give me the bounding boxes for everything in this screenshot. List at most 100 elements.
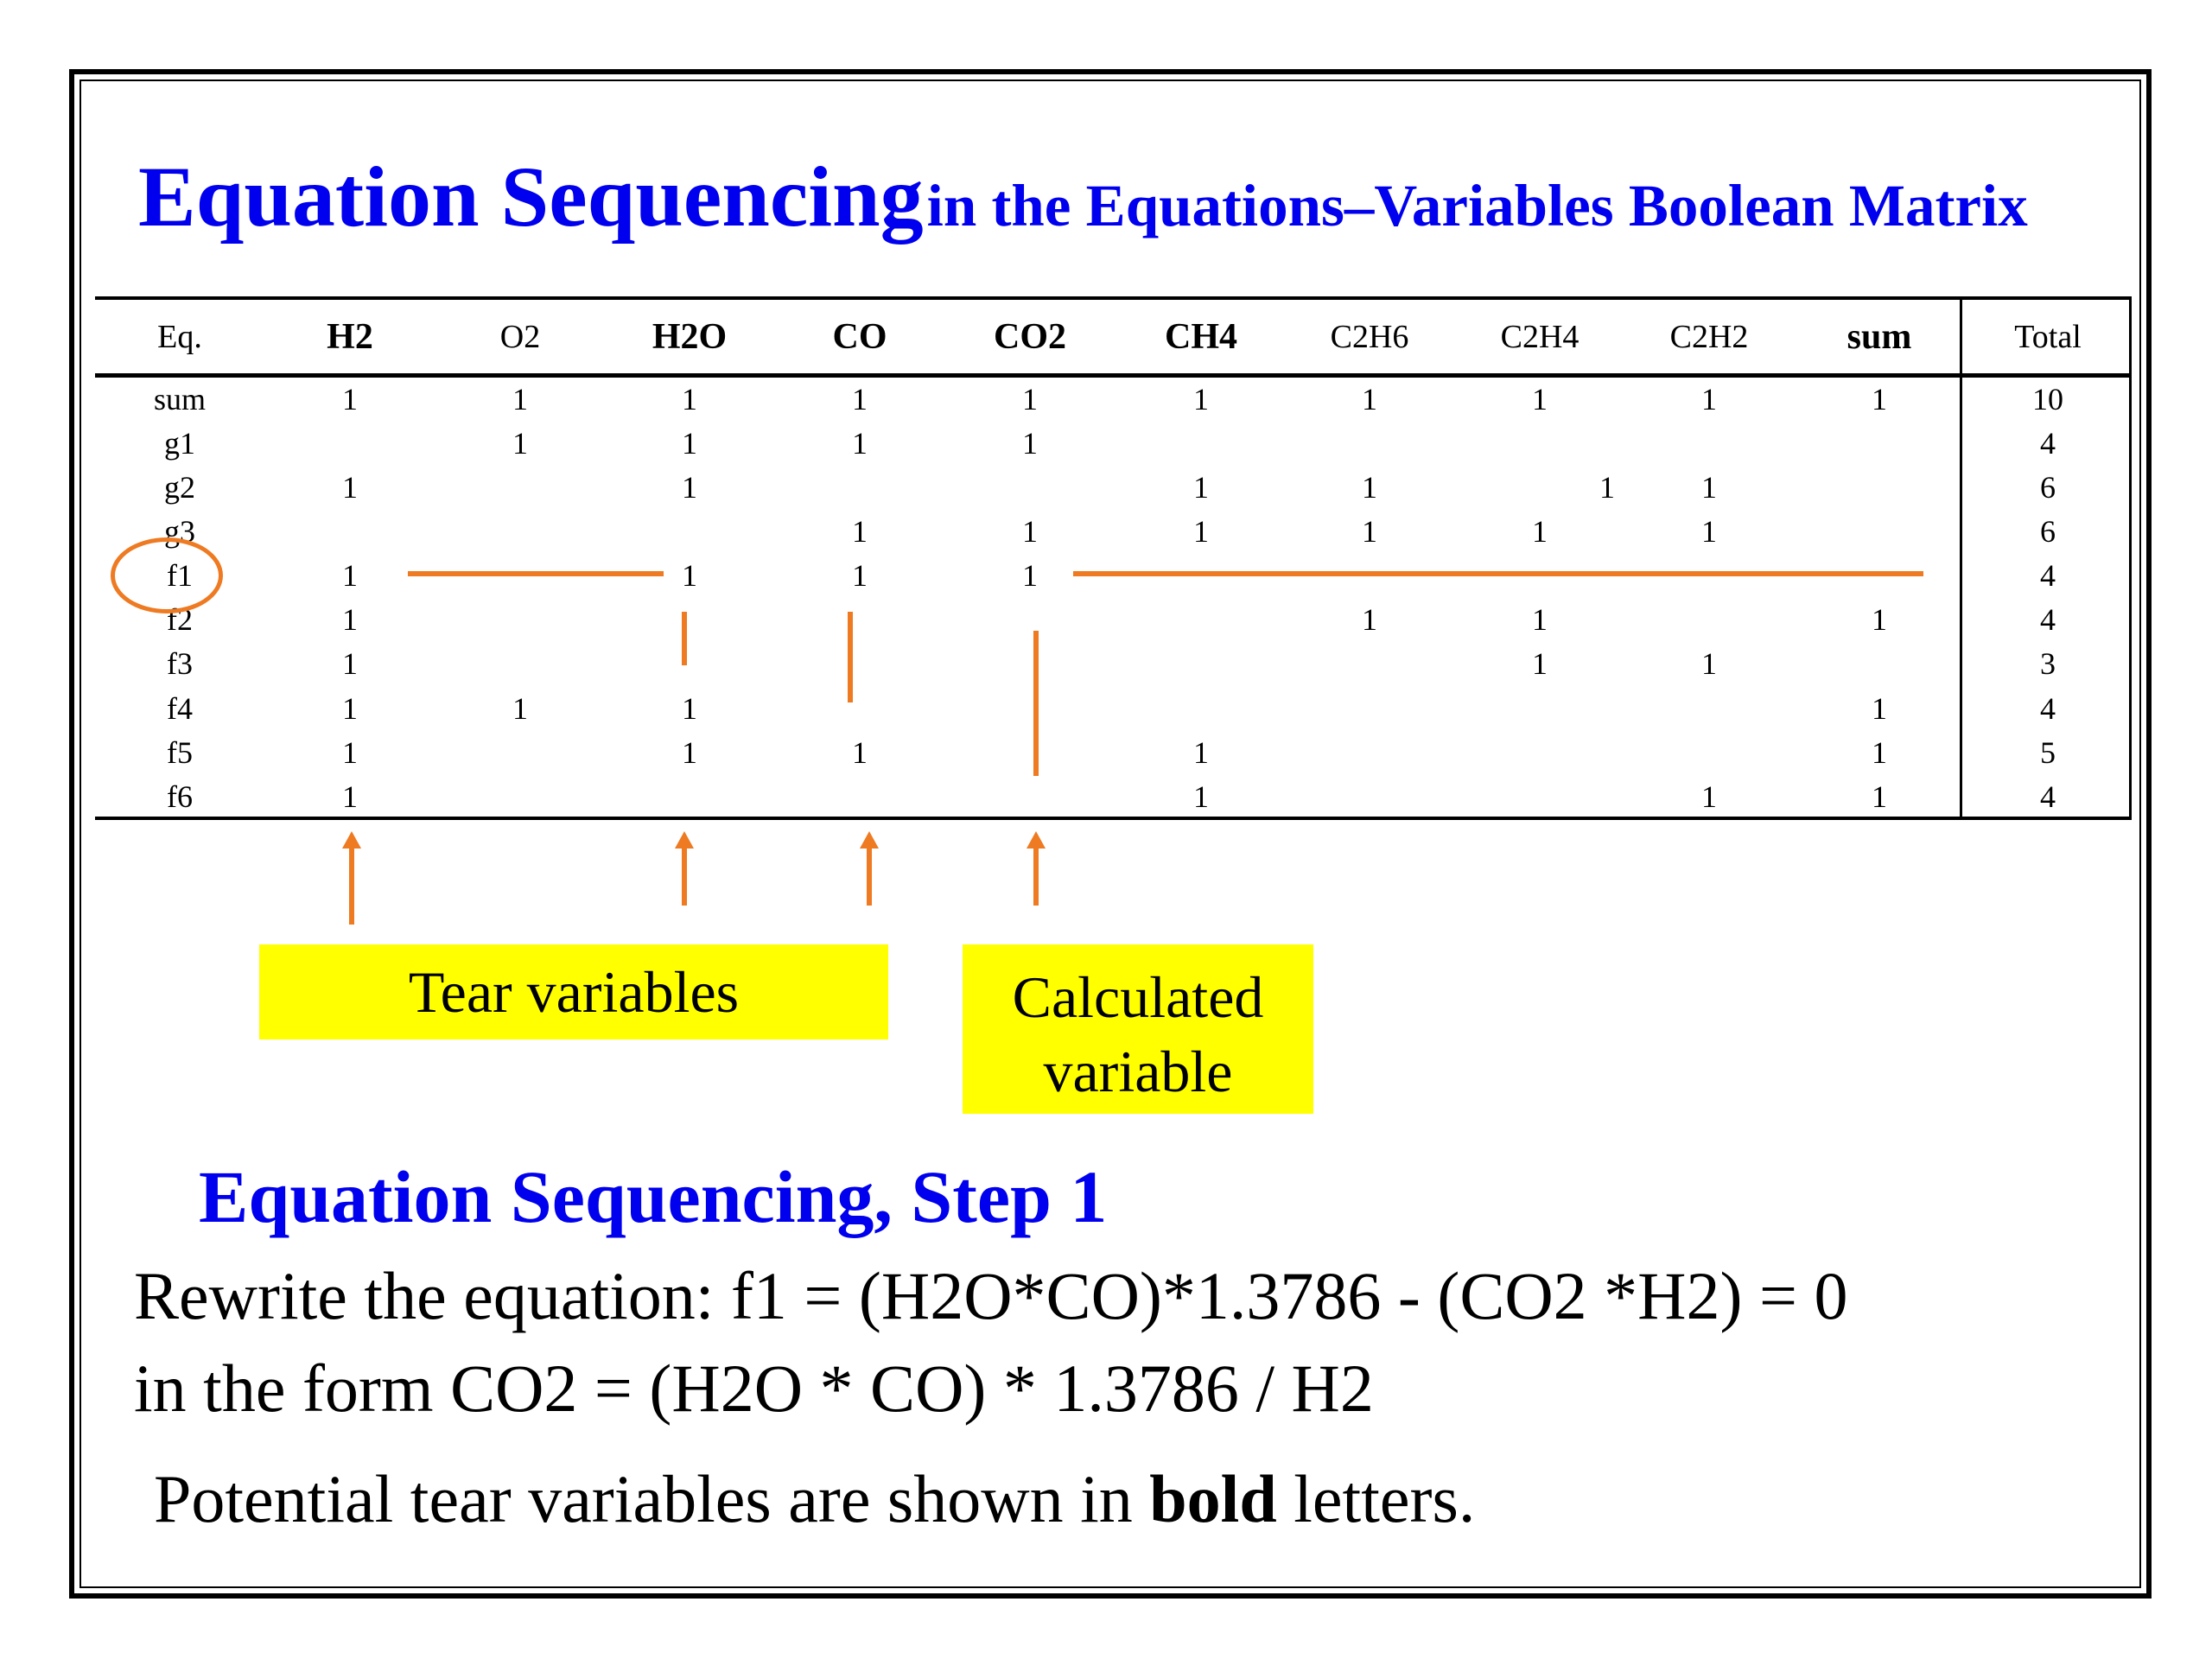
matrix-cell [808, 466, 912, 509]
matrix-cell: 1 [1872, 382, 1887, 416]
matrix-cell: 1 [342, 470, 358, 505]
row-label: f4 [167, 691, 193, 726]
matrix-cell [1318, 422, 1421, 465]
row-label: g2 [164, 470, 195, 505]
matrix-cell: 1 [852, 382, 868, 416]
matrix-cell: 1 [1193, 779, 1209, 814]
calculated-variable-callout: Calculated variable [963, 944, 1313, 1114]
matrix-cell: 1 [1362, 514, 1377, 549]
row-total: 5 [2040, 735, 2056, 770]
co2-column-marker [1033, 631, 1039, 776]
co2-arrow-icon [1027, 831, 1046, 906]
matrix-cell [1149, 422, 1253, 465]
matrix-cell [298, 422, 402, 465]
title-main: Equation Sequencing [138, 149, 924, 245]
column-header: H2 [327, 317, 373, 357]
table-header-rule [95, 373, 2131, 378]
matrix-cell [1488, 731, 1592, 774]
body-line-3-post: letters. [1276, 1461, 1476, 1536]
step-heading: Equation Sequencing, Step 1 [199, 1155, 1108, 1238]
row-total: 10 [2032, 382, 2063, 416]
matrix-cell: 1 [1532, 602, 1548, 637]
matrix-cell: 1 [1022, 382, 1038, 416]
column-header: CO2 [994, 317, 1066, 357]
body-line-1: Rewrite the equation: f1 = (H2O*CO)*1.37… [134, 1258, 1848, 1333]
slide-border-inner [79, 79, 2141, 1588]
matrix-cell [1318, 642, 1421, 685]
matrix-cell: 1 [852, 735, 868, 770]
matrix-cell [298, 510, 402, 553]
matrix-cell: 1 [1701, 514, 1717, 549]
matrix-cell: 1 [1022, 426, 1038, 461]
row-label: sum [153, 382, 206, 416]
matrix-cell [468, 775, 572, 818]
matrix-cell [638, 642, 741, 685]
matrix-cell [978, 642, 1082, 685]
matrix-cell: 1 [682, 691, 697, 726]
matrix-cell: 1 [342, 646, 358, 681]
matrix-cell: 1 [1532, 382, 1548, 416]
calculated-label-line1: Calculated [1012, 964, 1264, 1030]
matrix-cell [1657, 422, 1761, 465]
matrix-cell [1827, 510, 1931, 553]
matrix-cell [638, 598, 741, 641]
body-line-3: Potential tear variables are shown in bo… [154, 1460, 1475, 1538]
matrix-cell: 1 [852, 514, 868, 549]
h2o-arrow-icon [675, 831, 694, 906]
matrix-cell: 1 [1599, 470, 1615, 505]
matrix-cell [1657, 598, 1761, 641]
table-total-divider [1960, 296, 1962, 820]
column-header: C2H4 [1500, 319, 1580, 355]
column-header: CH4 [1165, 317, 1237, 357]
row-total: 6 [2040, 514, 2056, 549]
matrix-cell [1318, 687, 1421, 730]
slide-title: Equation Sequencing in the Equations–Var… [138, 147, 2091, 251]
matrix-cell: 1 [1701, 646, 1717, 681]
table-right-border [2129, 296, 2132, 820]
matrix-cell [638, 510, 741, 553]
table-top-rule [95, 296, 2131, 300]
f1-circle-highlight [111, 537, 223, 613]
column-header: sum [1847, 317, 1912, 357]
row-label: g1 [164, 426, 195, 461]
matrix-cell: 1 [682, 735, 697, 770]
row-label: f3 [167, 646, 193, 681]
matrix-cell [1827, 642, 1931, 685]
matrix-cell: 1 [1193, 382, 1209, 416]
matrix-cell: 1 [682, 558, 697, 593]
matrix-cell [808, 687, 912, 730]
body-line-2: in the form CO2 = (H2O * CO) * 1.3786 / … [134, 1351, 1374, 1426]
matrix-cell [1149, 598, 1253, 641]
matrix-cell: 1 [1022, 558, 1038, 593]
matrix-cell [978, 775, 1082, 818]
row-total: 4 [2040, 779, 2056, 814]
matrix-cell: 1 [342, 558, 358, 593]
matrix-cell [978, 466, 1082, 509]
h2-arrow-icon [342, 831, 361, 925]
matrix-cell: 1 [1193, 514, 1209, 549]
f1-strike-left [408, 571, 664, 576]
matrix-cell: 1 [1872, 779, 1887, 814]
matrix-cell: 1 [1362, 382, 1377, 416]
matrix-cell [978, 598, 1082, 641]
column-header: Total [2014, 319, 2082, 355]
row-total: 4 [2040, 602, 2056, 637]
matrix-cell: 1 [852, 558, 868, 593]
matrix-cell [468, 510, 572, 553]
matrix-cell [1488, 775, 1592, 818]
calculated-label-line2: variable [1043, 1039, 1233, 1104]
slide-border-outer [69, 69, 2152, 1599]
matrix-cell [1318, 731, 1421, 774]
table-bottom-rule [95, 817, 2131, 820]
matrix-cell: 1 [1532, 646, 1548, 681]
matrix-cell: 1 [682, 470, 697, 505]
column-header: O2 [499, 319, 541, 355]
matrix-cell: 1 [1701, 470, 1717, 505]
matrix-cell [468, 598, 572, 641]
matrix-cell: 1 [1872, 691, 1887, 726]
matrix-cell [1488, 687, 1592, 730]
row-total: 3 [2040, 646, 2056, 681]
matrix-cell: 1 [682, 382, 697, 416]
co-column-marker [848, 612, 853, 702]
matrix-cell [1149, 687, 1253, 730]
